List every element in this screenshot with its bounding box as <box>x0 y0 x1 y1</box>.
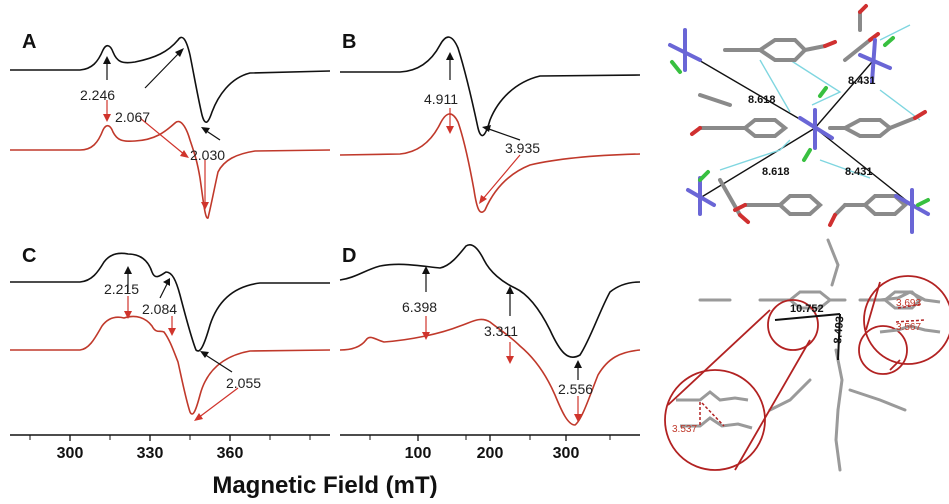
right-x-axis: 100 200 300 <box>340 434 640 462</box>
panel-a-black-trace <box>10 36 331 123</box>
panel-c-spectra: 2.215 2.084 2.055 <box>10 252 331 421</box>
panel-a-arrows <box>103 48 221 210</box>
left-tick-330: 330 <box>137 445 164 462</box>
top-structure-image: 8.618 8.431 8.618 8.431 <box>668 4 930 234</box>
panel-a-g3: 2.030 <box>190 147 225 163</box>
panel-c-black-trace <box>10 252 330 352</box>
bottom-structure-image: 10.752 8.493 3.693 3.567 3.537 <box>664 238 949 472</box>
right-tick-100: 100 <box>405 445 432 462</box>
panel-label-b: B <box>342 31 356 53</box>
left-x-axis: 300 330 360 <box>10 434 330 462</box>
left-tick-300: 300 <box>57 445 84 462</box>
panel-b-spectra: 4.911 3.935 <box>339 36 641 214</box>
panel-b-g2: 3.935 <box>505 140 540 156</box>
right-tick-300: 300 <box>553 445 580 462</box>
panel-b-red-trace <box>339 113 641 214</box>
panel-d-g2: 3.311 <box>484 323 518 339</box>
panel-c-arrows <box>124 266 239 421</box>
panel-c-red-trace <box>10 315 331 415</box>
panel-d-spectra: 6.398 3.311 2.556 <box>339 244 641 426</box>
x-axis-title: Magnetic Field (mT) <box>212 472 437 499</box>
panel-c-g2: 2.084 <box>142 301 177 317</box>
panel-d-red-trace <box>339 318 641 426</box>
bottom-red-distance-2: 3.567 <box>896 322 921 333</box>
panel-d-black-trace <box>339 244 641 358</box>
panel-label-c: C <box>22 245 36 267</box>
bottom-distance-2: 8.493 <box>832 316 846 344</box>
panel-a-g1: 2.246 <box>80 87 115 103</box>
panel-b-black-trace <box>340 36 641 137</box>
panel-d-arrows <box>422 266 582 422</box>
panel-b-g1: 4.911 <box>424 91 458 107</box>
panel-a-spectra: 2.246 2.067 2.030 <box>10 36 331 219</box>
top-distance-1: 8.618 <box>748 94 776 106</box>
top-distance-4: 8.431 <box>845 166 873 178</box>
panel-c-g1: 2.215 <box>104 281 139 297</box>
panel-label-d: D <box>342 245 356 267</box>
panel-d-g3: 2.556 <box>558 381 593 397</box>
panel-b-arrows <box>446 52 521 204</box>
top-distance-3: 8.618 <box>762 166 790 178</box>
panel-label-a: A <box>22 31 36 53</box>
panel-d-g1: 6.398 <box>402 299 437 315</box>
left-tick-360: 360 <box>217 445 244 462</box>
panel-a-red-trace <box>10 120 331 219</box>
panel-c-g3: 2.055 <box>226 375 261 391</box>
top-distance-2: 8.431 <box>848 75 876 87</box>
bottom-distance-1: 10.752 <box>790 303 824 315</box>
panel-a-g2: 2.067 <box>115 109 150 125</box>
bottom-red-distance-3: 3.537 <box>672 424 697 435</box>
right-tick-200: 200 <box>477 445 504 462</box>
bottom-red-distance-1: 3.693 <box>896 298 921 309</box>
